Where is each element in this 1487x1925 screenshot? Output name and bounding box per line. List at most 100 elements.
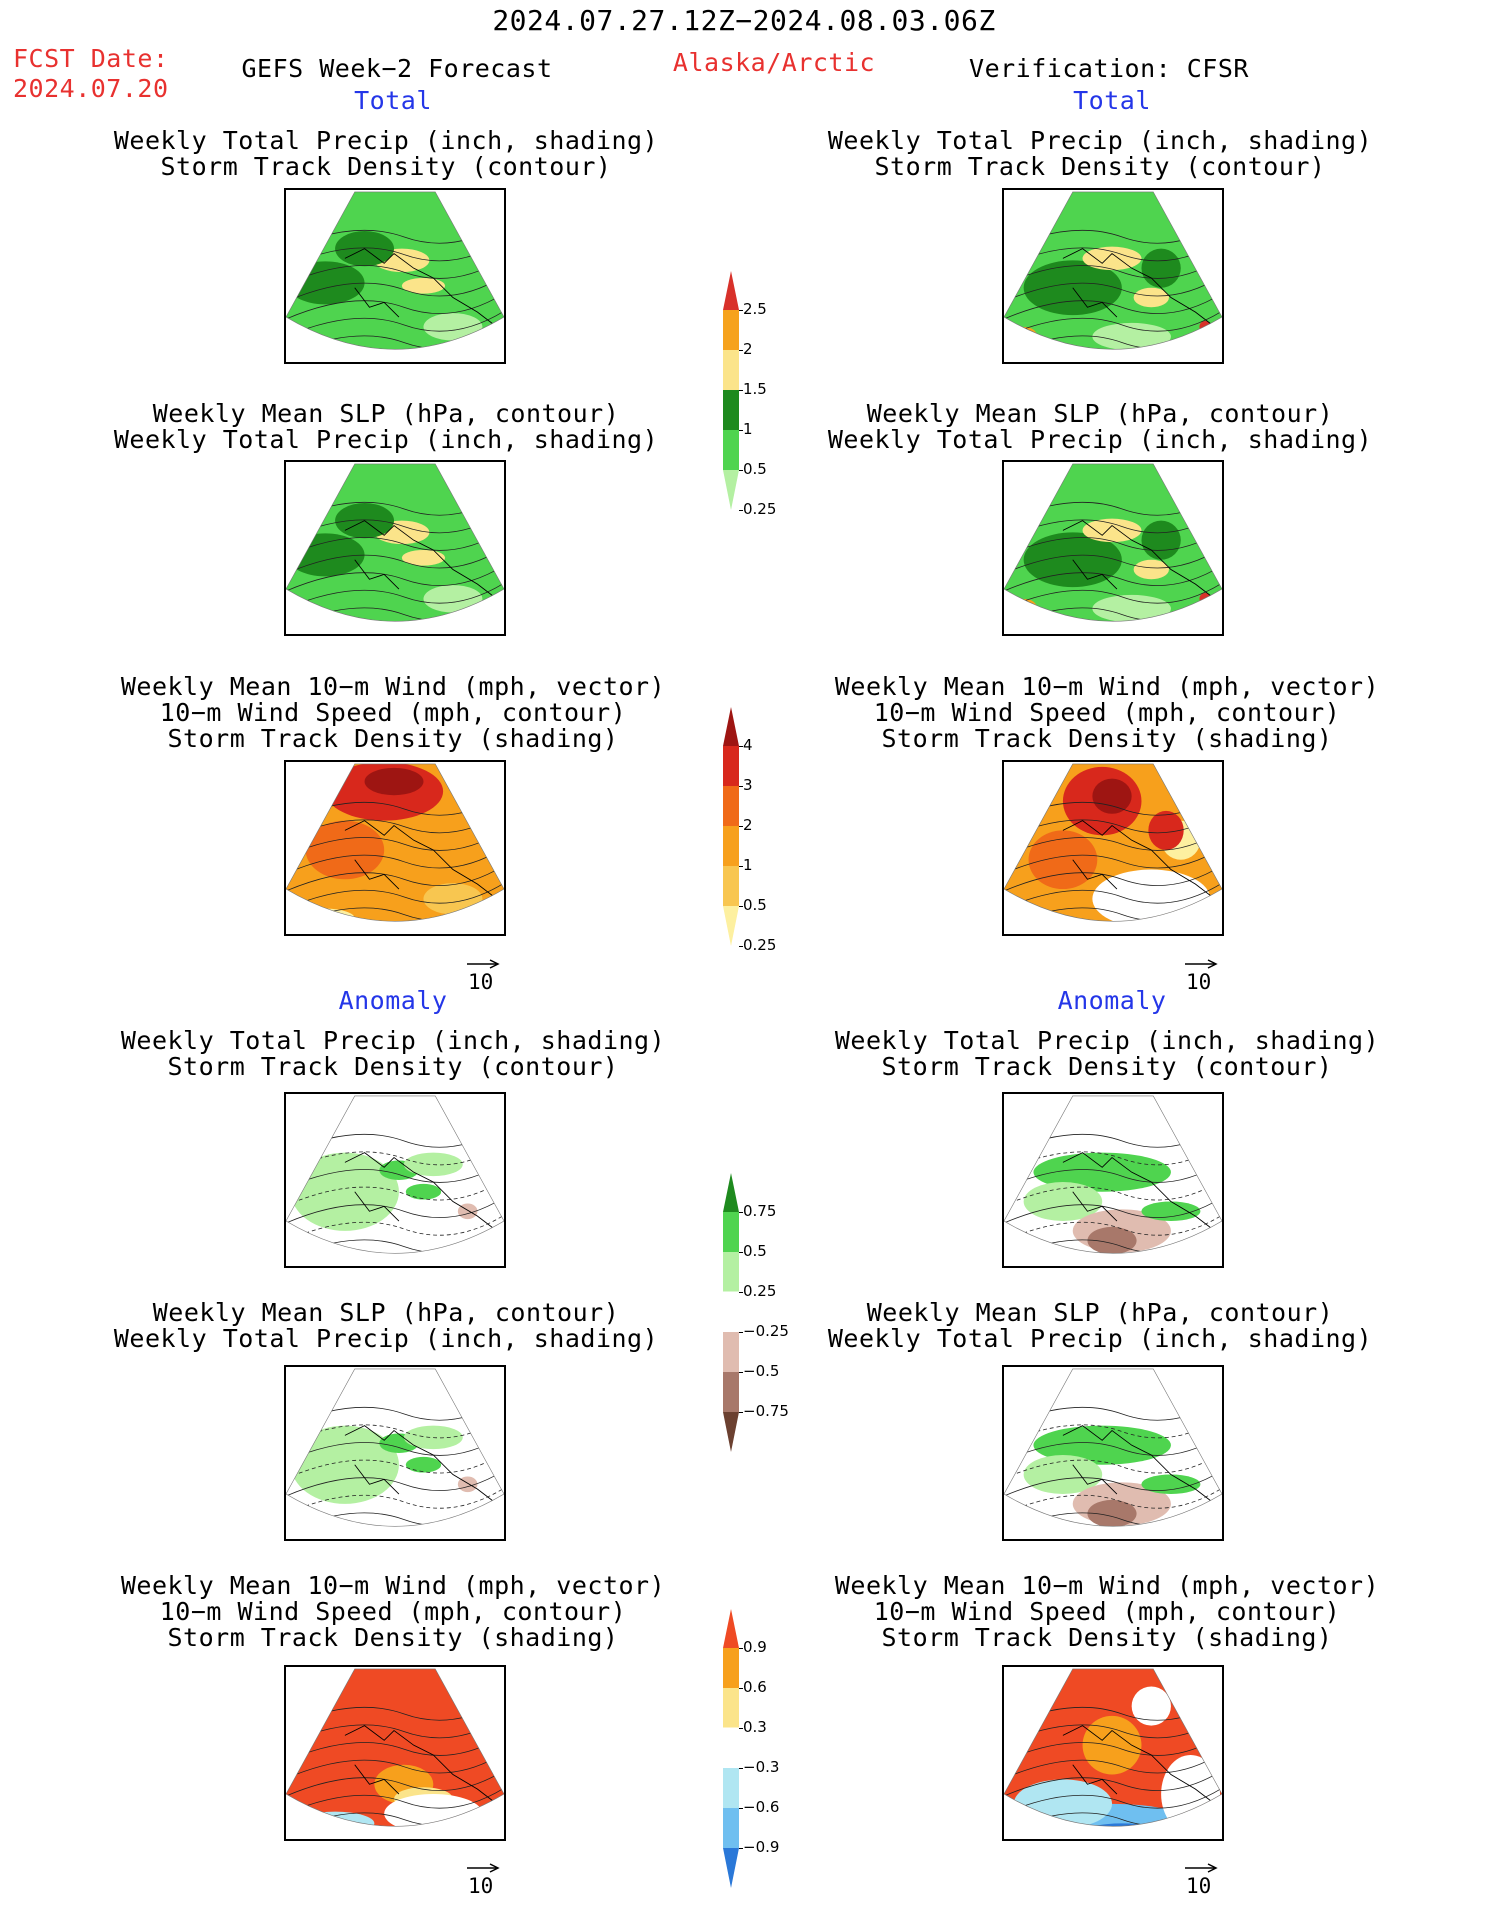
colorbar-swatch: [723, 786, 739, 826]
r4-title-1: Weekly Total Precip (inch, shading): [834, 1026, 1380, 1055]
l5-title-2: Weekly Total Precip (inch, shading): [113, 1324, 659, 1353]
colorbar-tick: [739, 1848, 743, 1849]
r1-title-2: Storm Track Density (contour): [874, 152, 1326, 181]
colorbar-label: 2.5: [743, 300, 767, 318]
map-total-slp-precip-left: [284, 460, 506, 636]
colorbar-label: 0.5: [743, 460, 767, 478]
map-anom-wind-storm-right: [1002, 1665, 1224, 1841]
colorbar-tick: [739, 1808, 743, 1809]
colorbar-swatch: [723, 1332, 739, 1372]
colorbar-label: 0.3: [743, 1718, 767, 1736]
colorbar-tick: [739, 430, 743, 431]
verification-title: Verification: CFSR: [969, 54, 1249, 83]
l5-title-1: Weekly Mean SLP (hPa, contour): [152, 1298, 620, 1327]
l3-title-3: Storm Track Density (shading): [167, 724, 619, 753]
colorbar-swatch: [723, 1291, 740, 1333]
map-shading: [1004, 1368, 1222, 1527]
arrow-right-icon: [467, 959, 500, 969]
colorbar-swatch: [723, 350, 739, 390]
colorbar-label: −0.9: [743, 1838, 780, 1856]
colorbar-swatch: [723, 707, 739, 746]
map-anom-slp-precip-right: [1002, 1365, 1224, 1541]
colorbar-swatch: [723, 1808, 739, 1848]
colorbar-tick: [739, 470, 743, 471]
colorbar-label: 2: [743, 340, 753, 358]
colorbar-swatch: [723, 1648, 739, 1688]
map-shading: [1004, 191, 1222, 350]
colorbar-swatch: [723, 1173, 739, 1212]
region-title: Alaska/Arctic: [672, 48, 876, 77]
left-anomaly-label: Anomaly: [338, 986, 448, 1015]
map-shading: [286, 1095, 504, 1254]
colorbar-swatch: [723, 430, 739, 470]
colorbar-swatches: [723, 1173, 740, 1452]
l3-title-2: 10−m Wind Speed (mph, contour): [159, 698, 627, 727]
colorbar-label: 3: [743, 776, 753, 794]
map-anom-slp-precip-left: [284, 1365, 506, 1541]
colorbar-swatch: [723, 390, 739, 430]
map-shading: [1004, 763, 1222, 922]
l4-title-2: Storm Track Density (contour): [167, 1052, 619, 1081]
colorbar-label: 0.75: [743, 1202, 777, 1220]
colorbar-swatch: [723, 866, 739, 906]
l1-title-1: Weekly Total Precip (inch, shading): [113, 126, 659, 155]
colorbar-swatch: [723, 826, 739, 866]
colorbar-tick: [739, 510, 743, 511]
r3-title-3: Storm Track Density (shading): [881, 724, 1333, 753]
colorbar-swatches: [723, 1609, 740, 1888]
colorbar-tick: [739, 350, 743, 351]
colorbar-label: 0.25: [743, 936, 777, 954]
colorbar-swatch: [723, 1768, 739, 1808]
fcst-date-label: FCST Date:: [13, 44, 169, 73]
colorbar-tick: [739, 1688, 743, 1689]
colorbar-swatches: [723, 707, 739, 946]
colorbar-label: −0.25: [743, 1322, 789, 1340]
r2-title-1: Weekly Mean SLP (hPa, contour): [866, 399, 1334, 428]
vector-ref-value: 10: [468, 970, 494, 994]
r5-title-1: Weekly Mean SLP (hPa, contour): [866, 1298, 1334, 1327]
colorbar-tick: [739, 746, 743, 747]
colorbar-swatch: [723, 1252, 739, 1292]
colorbar-label: 1.5: [743, 380, 767, 398]
colorbar-swatch: [723, 1609, 739, 1648]
colorbar-label: 0.25: [743, 1282, 777, 1300]
colorbar-swatch: [723, 746, 739, 786]
colorbar-label: 0.9: [743, 1638, 767, 1656]
colorbar-swatch: [723, 906, 739, 946]
l4-title-1: Weekly Total Precip (inch, shading): [120, 1026, 666, 1055]
r6-title-1: Weekly Mean 10−m Wind (mph, vector): [834, 1571, 1380, 1600]
colorbar-swatch: [723, 1212, 739, 1252]
colorbar-tick: [739, 1648, 743, 1649]
colorbar-label: −0.75: [743, 1402, 789, 1420]
colorbar-label: 1: [743, 856, 753, 874]
colorbar-tick: [739, 1412, 743, 1413]
l6-title-1: Weekly Mean 10−m Wind (mph, vector): [120, 1571, 666, 1600]
colorbar-swatch: [723, 1372, 739, 1412]
l1-title-2: Storm Track Density (contour): [160, 152, 612, 181]
map-shading: [1004, 463, 1222, 622]
right-anomaly-label: Anomaly: [1057, 986, 1167, 1015]
colorbar-label: 2: [743, 816, 753, 834]
colorbar-tick: [739, 826, 743, 827]
map-total-precip-storm-left: [284, 188, 506, 364]
map-shading: [286, 191, 504, 350]
r1-title-1: Weekly Total Precip (inch, shading): [827, 126, 1373, 155]
map-anom-precip-storm-right: [1002, 1092, 1224, 1268]
r3-title-1: Weekly Mean 10−m Wind (mph, vector): [834, 672, 1380, 701]
colorbar-tick: [739, 1292, 743, 1293]
forecast-title: GEFS Week−2 Forecast: [241, 54, 553, 83]
colorbar-swatch: [723, 470, 739, 510]
map-total-slp-precip-right: [1002, 460, 1224, 636]
fcst-date-value: 2024.07.20: [13, 74, 169, 103]
colorbar-label: −0.3: [743, 1758, 780, 1776]
colorbar-label: 0.5: [743, 896, 767, 914]
arrow-right-icon: [1185, 1863, 1218, 1873]
vector-ref-value: 10: [1186, 970, 1212, 994]
colorbar-label: −0.6: [743, 1798, 780, 1816]
colorbar-swatch: [723, 1412, 739, 1452]
colorbar-label: 0.25: [743, 500, 777, 518]
map-total-precip-storm-right: [1002, 188, 1224, 364]
colorbar-tick: [739, 310, 743, 311]
colorbar-tick: [739, 906, 743, 907]
map-shading: [1004, 1668, 1222, 1827]
